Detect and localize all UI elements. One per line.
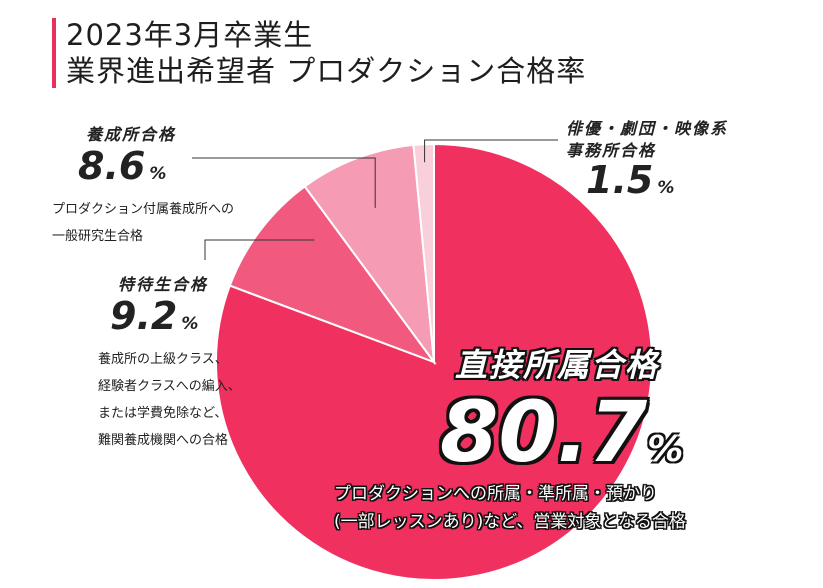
slice-value-special: 9.2% — [110, 296, 198, 336]
chart-title-line-1: 2023年3月卒業生 — [66, 18, 314, 52]
slice-desc-special-line: または学費免除など、 — [98, 406, 228, 421]
slice-value-training-number: 8.6 — [78, 144, 146, 188]
title-accent-bar — [52, 18, 56, 88]
slice-desc-special-line: 難関養成機関への合格 — [98, 433, 229, 448]
leader-line-training — [192, 157, 376, 208]
slice-value-direct-number: 80.7 — [440, 383, 648, 481]
slice-label-special: 特待生合格 — [118, 275, 209, 294]
slice-desc-direct-line: (一部レッスンあり)など、営業対象となる合格 — [334, 512, 686, 532]
slice-label-training: 養成所合格 — [86, 125, 177, 144]
slice-desc-special: 養成所の上級クラス、 経験者クラスへの編入、 または学費免除など、 難関養成機関… — [98, 346, 241, 454]
slice-value-direct: 80.7% — [440, 388, 683, 476]
slice-desc-training: プロダクション付属養成所への 一般研究生合格 — [52, 196, 234, 250]
slice-desc-direct: プロダクションへの所属・準所属・預かり (一部レッスンあり)など、営業対象となる… — [334, 480, 686, 536]
chart-title-line-2: 業界進出希望者 プロダクション合格率 — [66, 54, 587, 88]
slice-desc-special-line: 経験者クラスへの編入、 — [98, 379, 241, 394]
slice-value-special-unit: % — [181, 314, 199, 334]
slice-desc-direct-line: プロダクションへの所属・準所属・預かり — [334, 484, 657, 504]
slice-label-office-line1: 俳優・劇団・映像系 — [566, 119, 729, 138]
slice-value-special-number: 9.2 — [110, 294, 178, 338]
slice-value-training-unit: % — [149, 164, 167, 184]
slice-value-office: 1.5% — [586, 160, 674, 200]
slice-value-office-number: 1.5 — [586, 158, 654, 202]
slice-desc-special-line: 養成所の上級クラス、 — [98, 352, 228, 367]
slice-value-office-unit: % — [657, 178, 675, 198]
slice-label-direct: 直接所属合格 — [455, 346, 660, 384]
leader-line-special — [204, 239, 315, 260]
pie-slice-special — [228, 185, 437, 365]
slice-value-training: 8.6% — [78, 146, 166, 186]
slice-desc-training-line: 一般研究生合格 — [52, 229, 144, 244]
slice-value-direct-unit: % — [647, 429, 684, 470]
pie-slice-office — [412, 142, 435, 363]
slice-label-office-line2: 事務所合格 — [566, 141, 657, 160]
slice-desc-training-line: プロダクション付属養成所への — [52, 202, 235, 217]
leader-line-office — [424, 139, 558, 163]
